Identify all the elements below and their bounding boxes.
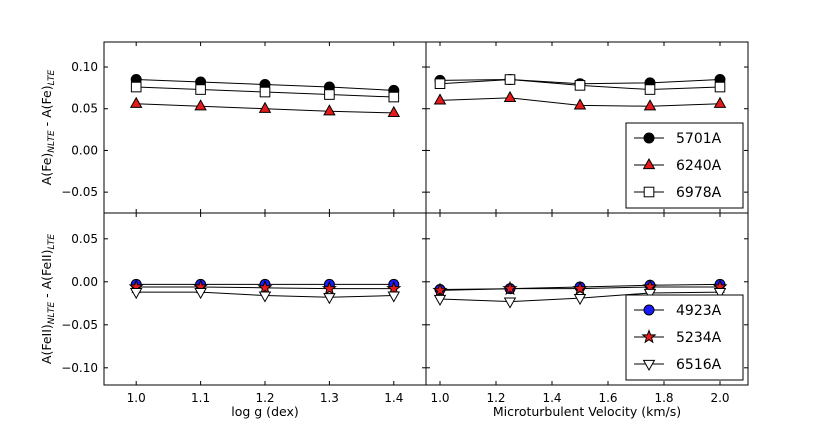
x-tick-label: 1.2 [486,391,505,405]
y-axis-label-part: A(Fe) [39,153,54,186]
panel-bottom-right: 1.0 1.2 1.4 1.6 1.8 2.0 Microturbulent Velocit… [425,212,749,419]
legend-label: 6516A [676,357,722,373]
data-point-6516A [387,291,401,303]
data-point-6516A [129,288,143,300]
x-tick-label: 1.1 [191,391,210,405]
y-tick-label: 0.00 [71,143,98,157]
data-point-6978A [714,81,726,93]
x-tick-label: 1.4 [542,391,561,405]
data-point-6516A [433,294,447,307]
panel-top-right: 5701A 6240A 6978A [425,41,749,214]
legend-marker-5234A [641,329,657,344]
data-point-5234A [432,282,448,297]
data-point-6240A [323,104,336,116]
legend: 5701A 6240A 6978A [625,122,744,209]
x-tick-label: 1.2 [255,391,274,405]
x-tick-label: 1.0 [127,391,146,405]
data-point-6240A [433,93,447,105]
legend-marker-4923A [643,304,655,316]
x-tick-label: 1.6 [598,391,617,405]
y-axis-label-part: A(FeII) [39,324,54,364]
data-point-5234A [321,280,337,296]
legend-marker-6240A [642,157,656,170]
y-tick-label: 0.05 [71,232,98,246]
x-tick-label: 2.0 [710,391,729,405]
data-point-6240A [129,96,143,108]
data-point-6240A [573,98,587,110]
y-axis-label-part: - A(Fe) [39,85,54,130]
data-point-5234A [502,280,518,296]
data-point-6240A [258,101,272,113]
panel-bottom-left: 0.05 0.00 −0.05 −0.10 1.0 1.1 1.2 1.3 1.4 log g (… [39,212,427,419]
y-tick-label: −0.05 [61,318,98,332]
x-tick-label: 1.4 [384,391,403,405]
data-point-6978A [130,81,142,93]
data-point-6240A [503,90,517,102]
data-point-6240A [643,99,657,111]
data-point-6516A [713,288,727,300]
y-axis-label-part: - A(FeII) [39,250,54,302]
y-tick-label: −0.10 [61,361,98,375]
data-point-5234A [257,279,273,295]
data-point-6240A [713,96,727,108]
data-point-6978A [324,89,335,100]
axes-frame [103,41,427,214]
y-axis-label-subscript: LTE [47,234,57,250]
data-point-6516A [258,291,272,303]
x-axis-label: Microturbulent Velocity (km/s) [493,404,681,419]
y-axis-label-subscript: NLTE [47,302,57,325]
legend-label: 5701A [676,131,722,147]
legend-label: 6240A [676,158,722,174]
x-tick-label: 1.8 [654,391,673,405]
legend: 4923A 5234A 6516A [625,294,744,381]
data-point-6978A [504,74,516,85]
data-point-6516A [323,293,336,305]
data-point-6240A [387,105,401,118]
x-axis-label: log g (dex) [231,404,299,419]
legend-marker-5701A [643,132,655,144]
data-point-6516A [643,288,657,300]
data-point-6240A [194,99,207,111]
data-point-6978A [574,80,586,91]
data-point-6978A [259,86,271,98]
data-point-6978A [388,91,400,103]
y-tick-label: −0.05 [61,185,98,199]
y-axis-label-subscript: LTE [47,69,57,85]
data-point-6978A [434,78,446,90]
data-point-5234A [572,280,588,296]
panel-top-left: 0.10 0.05 0.00 −0.05 A(Fe)NLTE - A(Fe)LTE [39,41,427,214]
data-point-5234A [386,280,402,296]
data-point-6516A [503,297,517,309]
legend-label: 4923A [676,303,722,319]
y-axis-label: A(Fe)NLTE - A(Fe)LTE [39,69,57,185]
data-point-6516A [573,294,587,306]
y-tick-label: 0.00 [71,275,98,289]
axes-frame [425,212,749,386]
x-tick-label: 1.0 [430,391,449,405]
legend-label: 6978A [676,185,722,201]
data-point-6978A [644,84,656,95]
data-point-6516A [194,288,207,300]
legend-label: 5234A [676,330,722,346]
data-point-6978A [195,84,206,95]
y-tick-label: 0.10 [71,60,98,74]
y-tick-label: 0.05 [71,102,98,116]
x-tick-label: 1.3 [320,391,339,405]
y-axis-label: A(FeII)NLTE - A(FeII)LTE [39,234,57,364]
legend-marker-6978A [643,186,655,198]
legend-marker-6516A [642,359,656,372]
y-axis-label-subscript: NLTE [47,130,57,153]
